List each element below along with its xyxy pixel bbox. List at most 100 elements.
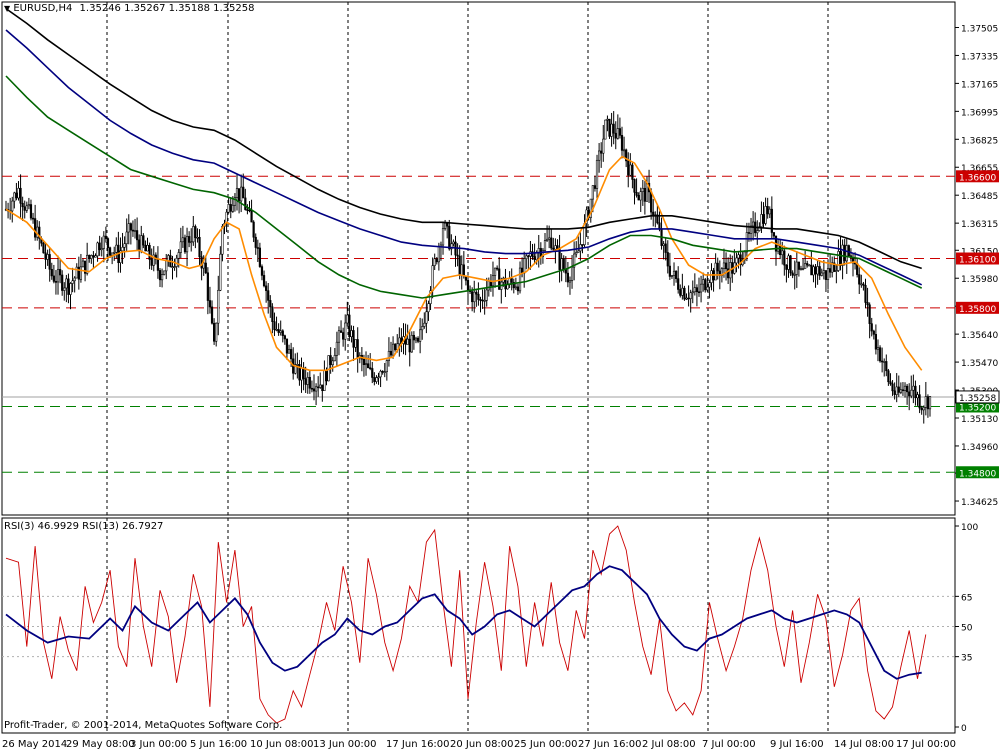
candle-body bbox=[504, 277, 507, 290]
candle-body bbox=[629, 164, 632, 176]
candle-body bbox=[150, 259, 153, 266]
candle-body bbox=[391, 343, 395, 356]
candle-body bbox=[691, 291, 694, 294]
candle-body bbox=[131, 229, 135, 232]
candle-body bbox=[437, 246, 440, 263]
candle-body bbox=[670, 274, 674, 277]
level-label: 1.36600 bbox=[959, 173, 996, 183]
candle-body bbox=[835, 270, 838, 272]
price-tick-label: 1.37505 bbox=[961, 24, 998, 34]
candle-body bbox=[789, 255, 792, 274]
candle-body bbox=[273, 321, 276, 330]
candle-body bbox=[337, 330, 341, 343]
candle-body bbox=[306, 376, 309, 385]
time-label: 29 May 08:00 bbox=[66, 739, 135, 750]
time-label: 3 Jun 00:00 bbox=[130, 739, 187, 750]
candle-body bbox=[881, 360, 884, 363]
candle-body bbox=[645, 182, 649, 202]
candle-body bbox=[868, 304, 871, 324]
candle-body bbox=[294, 364, 297, 374]
time-label: 10 Jun 08:00 bbox=[250, 739, 314, 750]
candle-body bbox=[333, 355, 336, 362]
candle-body bbox=[806, 263, 809, 266]
candle-body bbox=[275, 329, 278, 331]
candle-body bbox=[604, 119, 607, 140]
candle-body bbox=[331, 360, 334, 366]
candle-body bbox=[290, 349, 293, 360]
candle-body bbox=[548, 237, 551, 240]
candle-body bbox=[158, 270, 162, 281]
candle-body bbox=[185, 236, 189, 253]
candle-body bbox=[13, 192, 16, 202]
candle-body bbox=[425, 311, 428, 324]
candle-body bbox=[271, 306, 274, 322]
candle-body bbox=[304, 378, 307, 385]
candle-body bbox=[928, 396, 932, 410]
candle-body bbox=[140, 235, 143, 252]
candle-body bbox=[831, 262, 834, 273]
candle-body bbox=[79, 266, 83, 280]
candle-body bbox=[760, 214, 763, 228]
candle-body bbox=[598, 150, 601, 161]
candle-body bbox=[194, 226, 197, 238]
candle-body bbox=[375, 377, 378, 382]
candle-body bbox=[764, 206, 767, 224]
candle-body bbox=[152, 254, 155, 266]
candle-body bbox=[812, 266, 815, 276]
candle-body bbox=[123, 243, 126, 248]
candle-body bbox=[562, 258, 565, 270]
candle-body bbox=[215, 322, 218, 342]
candle-body bbox=[466, 280, 470, 291]
candle-body bbox=[38, 226, 41, 239]
candle-body bbox=[354, 339, 357, 348]
candle-body bbox=[54, 281, 58, 283]
candle-body bbox=[342, 332, 345, 340]
candle-body bbox=[837, 251, 840, 271]
candle-body bbox=[510, 278, 513, 283]
ohlc-values: 1.35246 1.35267 1.35188 1.35258 bbox=[79, 3, 255, 14]
candle-body bbox=[446, 222, 449, 227]
candle-body bbox=[136, 230, 139, 241]
candle-body bbox=[285, 338, 289, 354]
candle-body bbox=[15, 192, 18, 199]
candle-body bbox=[408, 338, 411, 353]
candle-body bbox=[781, 250, 784, 256]
candle-body bbox=[329, 355, 332, 366]
candle-body bbox=[791, 272, 794, 276]
candle-body bbox=[826, 268, 830, 280]
current-price-badge bbox=[955, 390, 1000, 404]
candle-body bbox=[379, 370, 382, 378]
candle-body bbox=[206, 272, 209, 301]
candle-body bbox=[265, 285, 268, 291]
candle-body bbox=[639, 191, 642, 201]
candle-body bbox=[735, 257, 738, 264]
candle-body bbox=[608, 118, 611, 137]
candle-body bbox=[462, 264, 465, 277]
candle-body bbox=[129, 223, 132, 231]
candle-body bbox=[335, 341, 338, 356]
rsi-tick-label: 100 bbox=[961, 523, 978, 533]
candle-body bbox=[387, 350, 391, 361]
candle-body bbox=[910, 389, 913, 397]
candle-body bbox=[485, 289, 488, 301]
candle-body bbox=[296, 364, 299, 366]
candle-body bbox=[198, 237, 201, 258]
candle-body bbox=[706, 286, 709, 291]
candle-body bbox=[473, 291, 476, 303]
candle-body bbox=[614, 132, 617, 139]
time-label: 17 Jul 00:00 bbox=[896, 739, 956, 750]
candle-body bbox=[398, 337, 401, 345]
candle-body bbox=[325, 369, 328, 382]
candle-body bbox=[321, 384, 324, 391]
candle-body bbox=[866, 302, 869, 306]
candle-body bbox=[252, 221, 255, 238]
candle-body bbox=[570, 266, 574, 281]
candle-body bbox=[362, 358, 366, 366]
candle-body bbox=[269, 300, 272, 308]
candle-body bbox=[416, 337, 420, 342]
time-label: 2 Jul 08:00 bbox=[642, 739, 696, 750]
candle-body bbox=[283, 335, 286, 340]
candle-body bbox=[27, 204, 30, 207]
time-label: 13 Jun 00:00 bbox=[313, 739, 377, 750]
candle-body bbox=[814, 266, 817, 275]
